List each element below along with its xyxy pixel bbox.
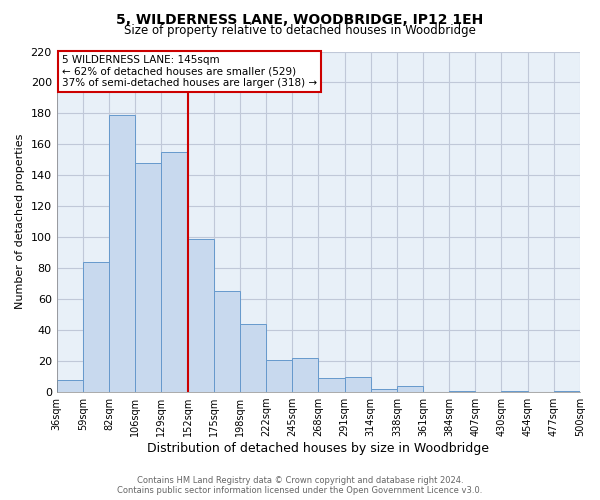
Bar	[109, 115, 135, 392]
Bar	[371, 389, 397, 392]
Bar	[397, 386, 423, 392]
Bar	[344, 376, 371, 392]
Bar	[502, 390, 527, 392]
Bar	[83, 262, 109, 392]
Text: Contains HM Land Registry data © Crown copyright and database right 2024.
Contai: Contains HM Land Registry data © Crown c…	[118, 476, 482, 495]
Bar	[292, 358, 319, 392]
Text: 5, WILDERNESS LANE, WOODBRIDGE, IP12 1EH: 5, WILDERNESS LANE, WOODBRIDGE, IP12 1EH	[116, 12, 484, 26]
Bar	[240, 324, 266, 392]
X-axis label: Distribution of detached houses by size in Woodbridge: Distribution of detached houses by size …	[148, 442, 490, 455]
Bar	[214, 292, 240, 392]
Bar	[135, 163, 161, 392]
Bar	[187, 239, 214, 392]
Bar	[554, 390, 580, 392]
Bar	[56, 380, 83, 392]
Bar	[449, 390, 475, 392]
Text: Size of property relative to detached houses in Woodbridge: Size of property relative to detached ho…	[124, 24, 476, 37]
Bar	[319, 378, 344, 392]
Bar	[161, 152, 187, 392]
Bar	[266, 360, 292, 392]
Text: 5 WILDERNESS LANE: 145sqm
← 62% of detached houses are smaller (529)
37% of semi: 5 WILDERNESS LANE: 145sqm ← 62% of detac…	[62, 55, 317, 88]
Y-axis label: Number of detached properties: Number of detached properties	[15, 134, 25, 310]
